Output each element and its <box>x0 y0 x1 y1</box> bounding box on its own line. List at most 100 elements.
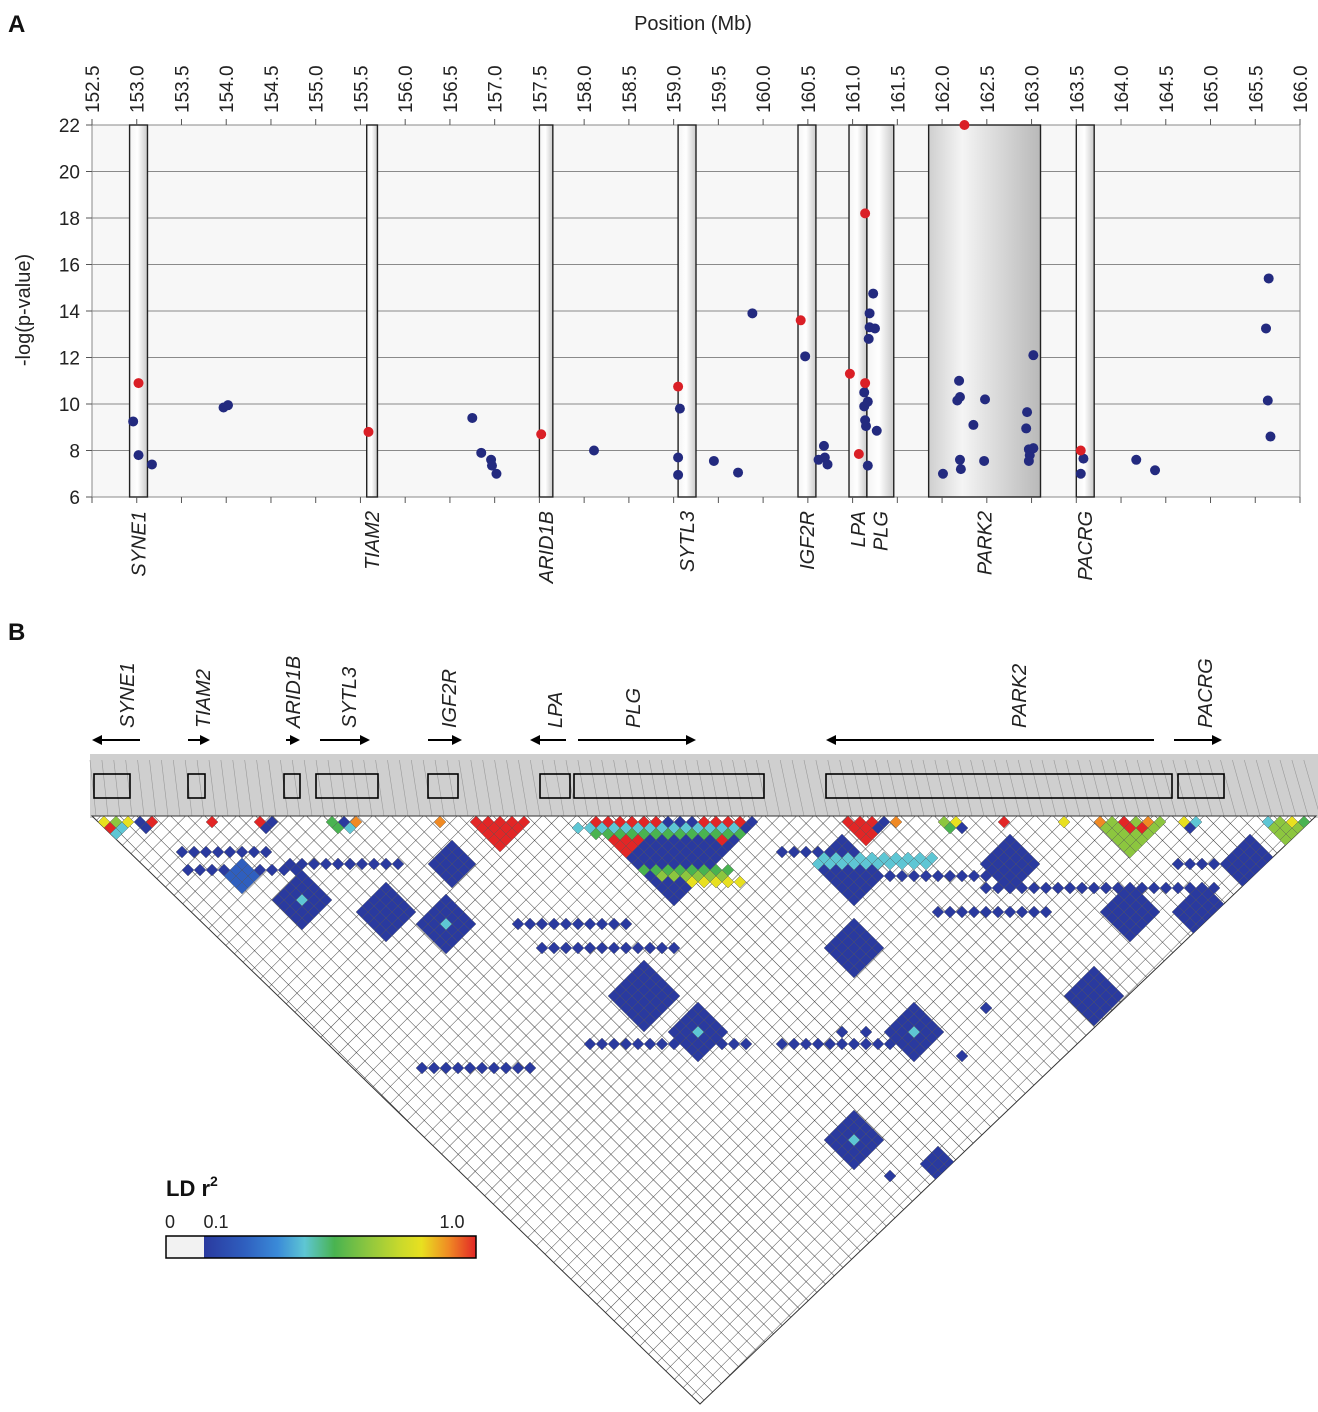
ld-cell <box>667 989 681 1003</box>
ld-block-box <box>315 773 379 799</box>
ld-cell <box>865 851 879 865</box>
ld-cell <box>943 905 957 919</box>
x-tick-label: 157.0 <box>486 65 507 113</box>
ld-cell <box>1135 821 1149 835</box>
ld-cell <box>835 1025 849 1039</box>
snp-point <box>861 421 872 432</box>
svg-text:PARK2: PARK2 <box>1009 664 1031 728</box>
gene-region-syne1 <box>128 124 149 498</box>
snp-point <box>869 323 880 334</box>
x-tick-label: 163.5 <box>1067 65 1088 113</box>
snp-point <box>673 469 684 480</box>
ld-cell <box>685 827 699 841</box>
snp-point <box>146 459 157 470</box>
ld-block-box <box>539 773 571 799</box>
snp-point <box>673 452 684 463</box>
ld-cell <box>889 816 903 829</box>
ld-cell <box>673 827 687 841</box>
x-tick-label: 155.0 <box>307 65 328 113</box>
arrow-pacrg: PACRG <box>1174 658 1222 745</box>
ld-cell <box>535 941 549 955</box>
ld-cell <box>1159 881 1173 895</box>
ld-cell <box>259 821 273 835</box>
ld-cell <box>259 845 273 859</box>
ld-cell <box>739 1037 753 1051</box>
ld-cell <box>607 1037 621 1051</box>
ld-cell <box>637 863 651 877</box>
ld-cell <box>817 851 831 865</box>
ld-cell <box>583 917 597 931</box>
gene-labels: SYNE1 TIAM2 ARID1B SYTL3 IGF2R LPA PLG PARK2 PAC… <box>129 511 1098 584</box>
gene-label-park2: PARK2 <box>975 511 997 575</box>
snp-point <box>223 400 234 411</box>
snp-point <box>1022 407 1033 418</box>
x-tick-label: 160.5 <box>799 65 820 113</box>
ld-cell <box>697 827 711 841</box>
snp-point <box>133 378 144 389</box>
x-tick-label: 166.0 <box>1291 65 1312 113</box>
y-tick-label: 20 <box>59 163 80 184</box>
ld-cell <box>1171 857 1185 871</box>
ld-cell <box>1111 881 1125 895</box>
ld-cell <box>685 875 699 889</box>
ld-cell <box>655 1037 669 1051</box>
x-tick-label: 152.5 <box>83 65 104 113</box>
y-tick-label: 12 <box>59 349 80 370</box>
x-tick-label: 155.5 <box>351 65 372 113</box>
svg-text:SYNE1: SYNE1 <box>117 662 139 728</box>
ld-cell <box>343 857 357 871</box>
snp-point <box>955 464 966 475</box>
snp-point <box>1265 431 1276 442</box>
ld-block-box <box>573 773 765 799</box>
ld-cell <box>1207 857 1221 871</box>
gene-region-lpa <box>848 124 868 498</box>
y-tick-label: 16 <box>59 256 80 277</box>
ld-cell <box>853 851 867 865</box>
x-tick-label: 160.0 <box>754 65 775 113</box>
x-tick-label: 164.0 <box>1112 65 1133 113</box>
ld-cell <box>1027 857 1041 871</box>
y-tick-label: 18 <box>59 209 80 230</box>
ld-cell <box>1183 857 1197 871</box>
x-tick-label: 153.5 <box>172 65 193 113</box>
y-axis: 6 8 10 12 14 16 18 20 22 <box>59 116 92 509</box>
ld-block-box <box>93 773 131 799</box>
ld-cell <box>661 827 675 841</box>
ld-cell <box>1153 816 1167 829</box>
ld-cell <box>913 851 927 865</box>
arrow-plg: PLG <box>578 688 696 745</box>
ld-cell <box>223 845 237 859</box>
ld-cell <box>859 1037 873 1051</box>
ld-cell <box>613 827 627 841</box>
ld-legend-zero-swatch <box>166 1236 204 1258</box>
svg-text:ARID1B: ARID1B <box>283 656 305 729</box>
ld-cell <box>331 821 345 835</box>
snp-point <box>491 468 502 479</box>
snp-point <box>1260 323 1271 334</box>
x-tick-label: 154.0 <box>217 65 238 113</box>
ld-cell <box>1027 881 1041 895</box>
ld-cell <box>655 869 669 883</box>
x-tick-label: 161.0 <box>844 65 865 113</box>
ld-cell <box>547 941 561 955</box>
ld-cell <box>955 821 969 835</box>
x-tick-label: 156.5 <box>441 65 462 113</box>
arrow-igf2r: IGF2R <box>428 669 462 745</box>
ld-cell <box>175 845 189 859</box>
ld-cell <box>463 857 477 871</box>
ld-cell <box>319 857 333 871</box>
ld-cell <box>631 1037 645 1051</box>
svg-text:IGF2R: IGF2R <box>439 669 461 728</box>
ld-cell <box>511 1061 525 1075</box>
panel-b-label: B <box>8 619 25 646</box>
ld-cell <box>871 941 885 955</box>
snp-point <box>844 368 855 379</box>
ld-cell <box>631 941 645 955</box>
gene-label-tiam2: TIAM2 <box>362 511 384 570</box>
snp-point <box>467 412 478 423</box>
ld-cell <box>787 845 801 859</box>
snp-point <box>954 454 965 465</box>
ld-cell <box>667 869 681 883</box>
ld-cell <box>733 875 747 889</box>
ld-cell <box>1195 857 1209 871</box>
